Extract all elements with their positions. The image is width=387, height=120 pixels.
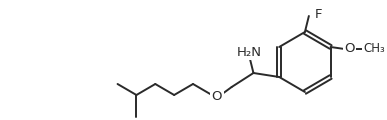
Text: CH₃: CH₃	[363, 42, 385, 55]
Text: O: O	[212, 90, 222, 102]
Text: F: F	[315, 9, 322, 21]
Text: O: O	[344, 42, 355, 55]
Text: H₂N: H₂N	[237, 45, 262, 59]
